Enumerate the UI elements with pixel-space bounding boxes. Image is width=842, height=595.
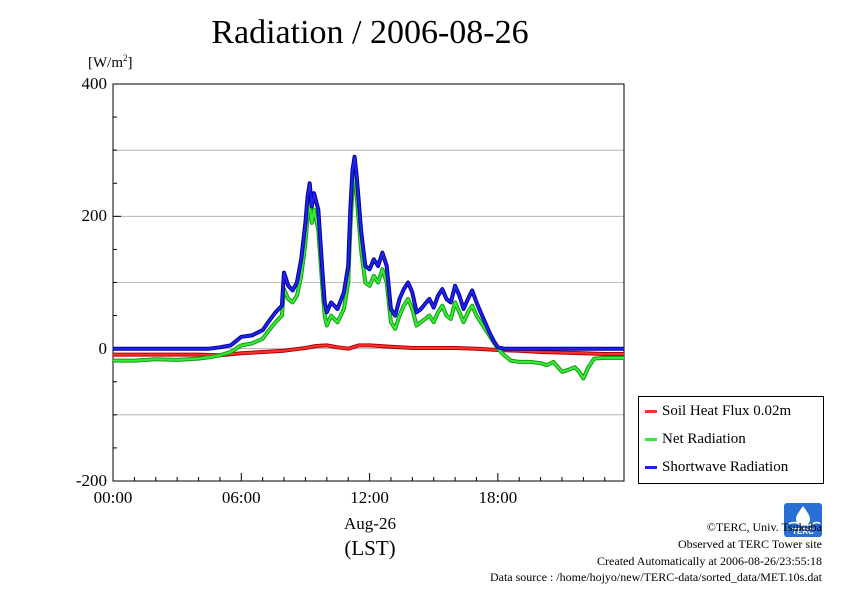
series-line-soil-heat-flux-0-02m (113, 344, 624, 357)
y-tick-label: 400 (81, 74, 108, 93)
x-axis-label: (LST) (344, 536, 396, 560)
legend-item-net-radiation: Net Radiation (645, 429, 746, 449)
x-tick-label: 12:00 (350, 488, 389, 507)
credit-copyright: ©TERC, Univ. Tsukuba (706, 520, 822, 534)
y-axis-unit: [W/m2] (88, 53, 133, 71)
legend-label-shortwave-radiation: Shortwave Radiation (662, 458, 789, 475)
logo-text: TERC (792, 527, 814, 536)
y-tick-label: -200 (75, 471, 107, 490)
credit-created: Created Automatically at 2006-08-26/23:5… (597, 553, 822, 568)
x-tick-label: 06:00 (221, 488, 261, 507)
legend: Soil Heat Flux 0.02m Net Radiation Short… (638, 396, 824, 484)
terc-logo: TERC (784, 503, 822, 537)
legend-swatch-shortwave-radiation (645, 465, 657, 469)
legend-label-net-radiation: Net Radiation (662, 430, 746, 447)
credit-source: Data source : /home/hojyo/new/TERC-data/… (489, 570, 822, 585)
y-tick-label: 200 (81, 206, 108, 226)
legend-label-soil-heat-flux: Soil Heat Flux 0.02m (662, 402, 792, 419)
chart-title: Radiation / 2006-08-26 (211, 14, 529, 51)
legend-swatch-net-radiation (645, 437, 657, 441)
credit-site: Observed at TERC Tower site (677, 536, 822, 551)
legend-swatch-soil-heat-flux (645, 409, 657, 413)
series-line-shortwave-radiation (113, 155, 624, 350)
y-tick-label: 0 (98, 338, 108, 358)
x-tick-label: 18:00 (478, 488, 518, 507)
legend-item-soil-heat-flux: Soil Heat Flux 0.02m (645, 401, 791, 421)
x-axis-date: Aug-26 (344, 514, 396, 533)
x-tick-label: 00:00 (93, 488, 133, 507)
series-outline-shortwave-radiation (113, 154, 624, 351)
credits: ©TERC, Univ. Tsukuba Observed at TERC To… (490, 519, 822, 586)
legend-item-shortwave-radiation: Shortwave Radiation (645, 457, 788, 477)
